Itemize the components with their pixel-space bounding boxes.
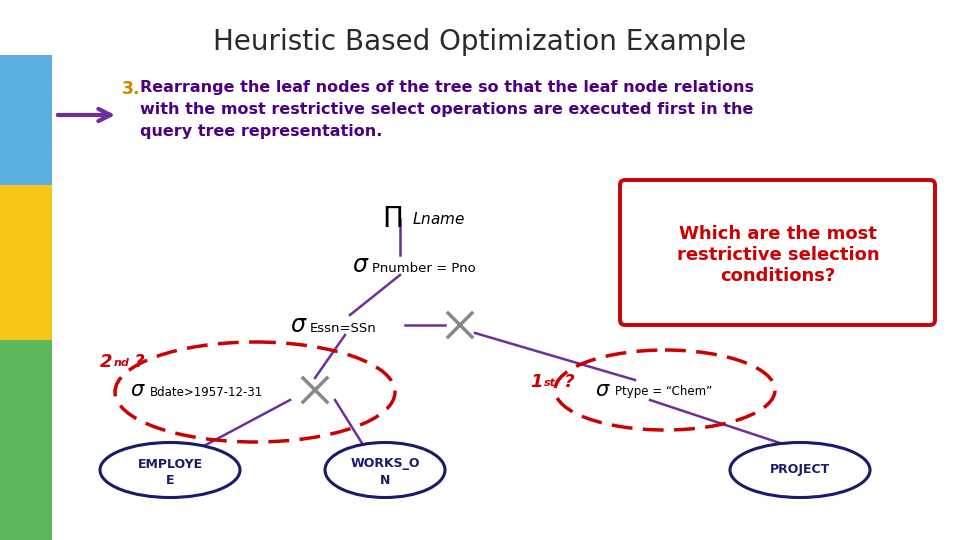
Text: $\sigma$: $\sigma$ (352, 253, 370, 277)
Text: N: N (380, 474, 390, 487)
Ellipse shape (730, 442, 870, 497)
Text: Bdate>1957-12-31: Bdate>1957-12-31 (150, 386, 263, 399)
Text: $\sigma$: $\sigma$ (290, 313, 307, 337)
Text: $\sigma$: $\sigma$ (130, 380, 146, 400)
Text: $\mathit{Lname}$: $\mathit{Lname}$ (412, 211, 465, 227)
Text: WORKS_O: WORKS_O (350, 457, 420, 470)
Text: EMPLOYE: EMPLOYE (137, 457, 203, 470)
FancyBboxPatch shape (620, 180, 935, 325)
Text: nd: nd (114, 358, 130, 368)
Text: Heuristic Based Optimization Example: Heuristic Based Optimization Example (213, 28, 747, 56)
Text: PROJECT: PROJECT (770, 463, 830, 476)
Text: 3.: 3. (122, 80, 140, 98)
Text: $\Pi$: $\Pi$ (382, 205, 402, 233)
Ellipse shape (325, 442, 445, 497)
Text: ?: ? (128, 353, 145, 371)
Text: Which are the most
restrictive selection
conditions?: Which are the most restrictive selection… (677, 225, 879, 285)
Text: query tree representation.: query tree representation. (140, 124, 382, 139)
Text: $\sigma$: $\sigma$ (595, 380, 611, 400)
Text: with the most restrictive select operations are executed first in the: with the most restrictive select operati… (140, 102, 754, 117)
Text: 2: 2 (100, 353, 112, 371)
Text: Ptype = “Chem”: Ptype = “Chem” (615, 386, 712, 399)
Bar (0, 55, 52, 185)
Bar (0, 340, 52, 540)
Text: Essn=SSn: Essn=SSn (310, 321, 376, 334)
Bar (0, 185, 52, 340)
Text: Pnumber = Pno: Pnumber = Pno (372, 261, 476, 274)
Text: Rearrange the leaf nodes of the tree so that the leaf node relations: Rearrange the leaf nodes of the tree so … (140, 80, 754, 95)
Text: 1: 1 (530, 373, 542, 391)
Text: st: st (544, 378, 556, 388)
Text: ?: ? (558, 373, 575, 391)
Text: E: E (166, 474, 175, 487)
Ellipse shape (100, 442, 240, 497)
